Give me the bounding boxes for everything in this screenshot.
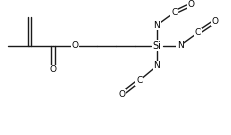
Text: N: N [153,61,160,70]
Text: C: C [170,8,177,17]
Text: Si: Si [152,40,161,50]
Text: N: N [153,21,160,30]
Text: O: O [211,17,218,26]
Text: O: O [118,90,125,99]
Text: C: C [194,28,200,37]
Text: O: O [49,65,56,74]
Text: O: O [187,0,194,9]
Text: N: N [176,41,183,50]
Text: C: C [136,76,142,85]
Text: O: O [71,41,78,50]
